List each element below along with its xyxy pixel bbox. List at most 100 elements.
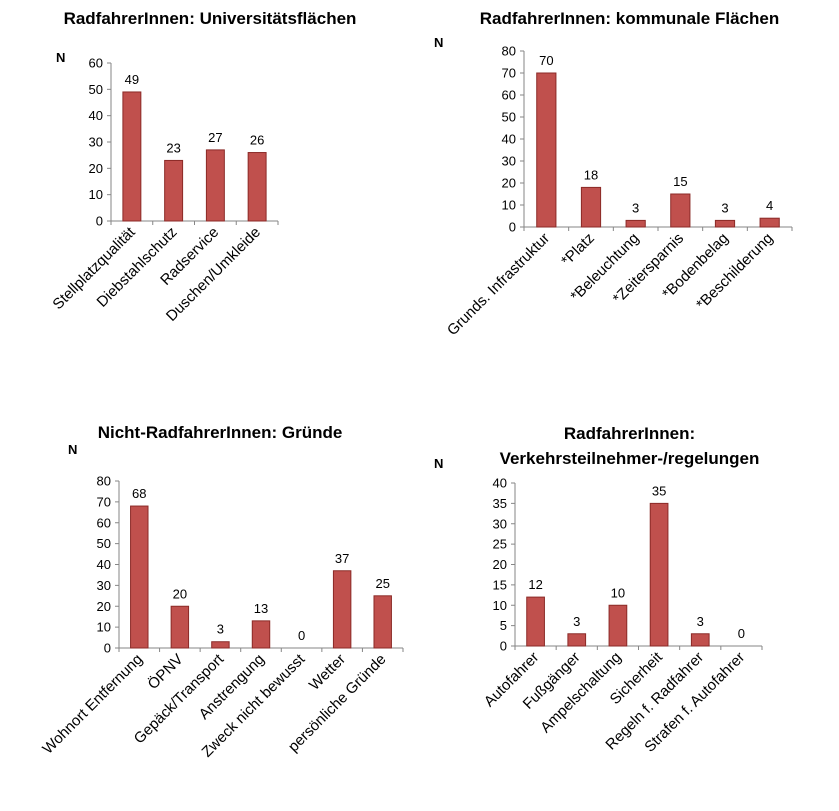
data-label: 3 [697,614,704,629]
data-label: 20 [173,586,187,601]
bar [670,193,691,228]
y-tick-label: 30 [97,578,111,593]
data-label: 70 [539,53,553,68]
y-tick-label: 40 [97,557,111,572]
bar [649,502,669,647]
data-label: 23 [166,140,180,155]
bar [690,633,710,647]
data-label: 3 [632,200,639,215]
y-tick-label: 10 [89,187,103,202]
y-tick-label: 25 [493,537,507,552]
y-axis-label: N [434,456,443,471]
data-label: 35 [652,483,666,498]
chart-panel-kommunale-flaechen: RadfahrerInnen: kommunale Flächen 0 10 20 3… [420,0,839,400]
chart-title: RadfahrerInnen: kommunale Flächen [479,9,780,28]
data-label: 27 [208,130,222,145]
y-tick-label: 50 [89,82,103,97]
y-axis-label: N [68,442,77,457]
y-tick-label: 10 [97,620,111,635]
chart-title: RadfahrerInnen: Verkehrsteilnehmer-/rege… [430,421,829,471]
category-label: *Platz [558,230,598,270]
bar [122,91,142,222]
y-tick-label: 10 [502,198,516,213]
data-label: 68 [132,486,146,501]
bar-chart-4: 0510152025303540N12Autofahrer3Fußgänger1… [434,456,763,756]
bar [205,149,225,222]
bar [759,217,780,228]
bar [164,159,184,222]
bar [526,596,545,647]
category-label: Grunds. Infrastruktur [444,230,553,339]
data-label: 37 [335,551,349,566]
category-label: Wohnort Entfernung [39,651,146,758]
bar [211,641,230,649]
data-label: 3 [573,614,580,629]
data-label: 4 [766,198,773,213]
y-tick-label: 10 [493,598,507,613]
bar [170,605,190,649]
y-tick-label: 35 [493,496,507,511]
data-label: 15 [673,174,687,189]
y-tick-label: 20 [97,599,111,614]
y-tick-label: 60 [97,515,111,530]
y-tick-label: 0 [104,641,111,656]
y-tick-label: 80 [97,474,111,489]
y-tick-label: 20 [89,161,103,176]
data-label: 0 [738,626,745,641]
bar [580,186,602,228]
bar-chart-2: 0 10 20 30 40 50 60 70 80 N 70 Grunds. Infrastruktu… [434,35,793,339]
y-tick-label: 0 [500,639,507,654]
y-tick-label: 30 [493,516,507,531]
bar [247,152,267,222]
chart-panel-gruende: Nicht-RadfahrerInnen: Gründe 0 10 20 30 40 50… [0,410,420,811]
y-tick-label: 15 [493,577,507,592]
bar [130,505,149,649]
data-label: 10 [611,585,625,600]
chart-title: RadfahrerInnen: Universitätsflächen [63,9,357,28]
y-axis-label: N [434,35,443,50]
y-tick-label: 60 [89,56,103,71]
y-tick-label: 30 [89,135,103,150]
bar [608,604,628,647]
data-label: 18 [584,167,598,182]
y-tick-label: 60 [502,88,516,103]
data-label: 26 [250,133,264,148]
data-label: 0 [298,628,305,643]
category-label: *Beschilderung [693,230,776,313]
bar [536,72,557,228]
y-tick-label: 40 [502,132,516,147]
data-label: 25 [375,576,389,591]
chart-title-line-2: Verkehrsteilnehmer-/regelungen [499,449,760,468]
bar [332,570,352,649]
y-tick-label: 0 [509,220,516,235]
y-tick-label: 5 [500,618,507,633]
y-tick-label: 20 [502,176,516,191]
chart-panel-verkehrsteilnehmer: RadfahrerInnen: Verkehrsteilnehmer-/rege… [420,410,839,811]
y-tick-label: 50 [97,536,111,551]
data-label: 12 [528,577,542,592]
y-tick-label: 40 [89,108,103,123]
chart-title-line-1: RadfahrerInnen: [563,424,696,443]
y-tick-label: 40 [493,476,507,491]
y-tick-label: 50 [502,110,516,125]
y-tick-label: 0 [96,214,103,229]
chart-title: Nicht-RadfahrerInnen: Gründe [97,423,343,442]
bar [714,219,736,228]
bar [373,595,392,649]
bar [251,620,271,649]
y-tick-label: 20 [493,557,507,572]
data-label: 13 [254,601,268,616]
y-tick-label: 70 [97,494,111,509]
data-label: 3 [217,622,224,637]
data-label: 49 [125,72,139,87]
y-tick-label: 30 [502,154,516,169]
data-label: 3 [721,200,728,215]
bar-chart-1: 0102030405060N49Stellplatzqualität23Dieb… [49,50,279,325]
chart-panel-universitaetsflaechen: RadfahrerInnen: Universitätsflächen 0 10 2… [0,0,420,400]
bar [625,219,646,228]
y-tick-label: 70 [502,66,516,81]
bar [567,633,587,647]
y-tick-label: 80 [502,44,516,59]
y-axis-label: N [56,50,65,65]
